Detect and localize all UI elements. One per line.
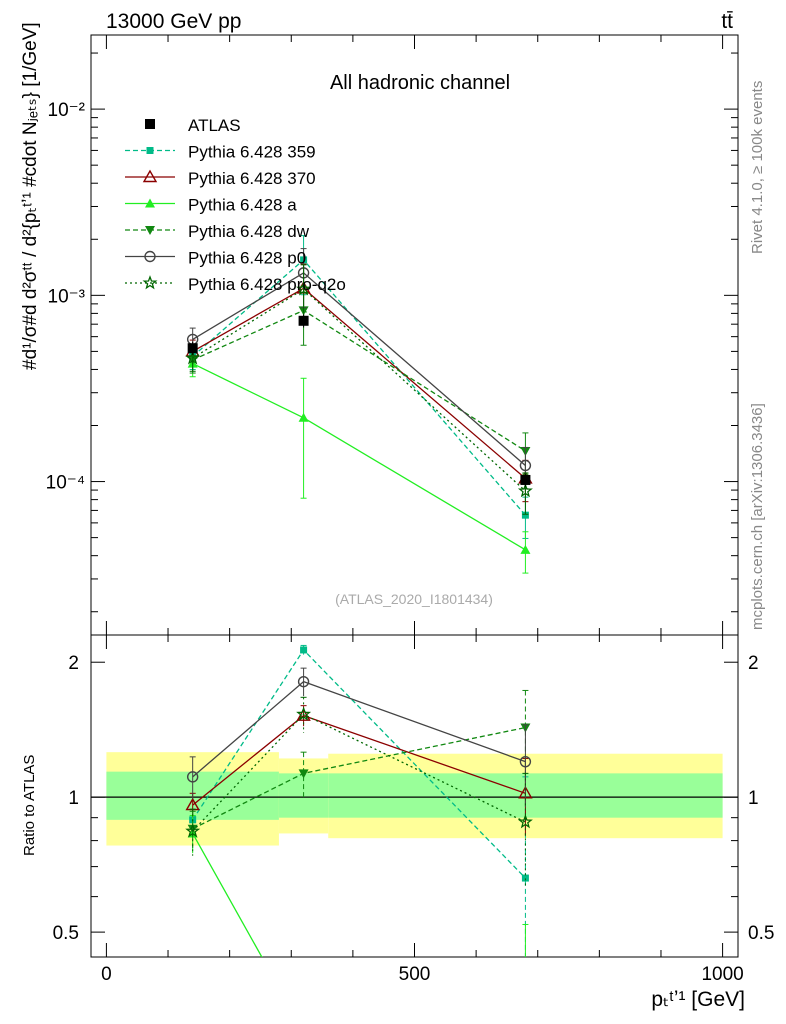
y-axis-label: #d¹/σ#d d²σᵗᵗ / d²{pₜᵗʼ¹ #cdot Nⱼₑₜₛ} [1… [20,22,41,370]
ratio-point-pp0 [519,755,532,768]
legend-entry-p370: Pythia 6.428 370 [125,169,316,188]
ratio-axis-label: Ratio to ATLAS [21,755,38,856]
series-point-pp0 [519,459,532,472]
legend-entry-atlas: ATLAS [145,116,241,135]
legend-marker-pq2o [142,275,158,290]
legend-label-pdw: Pythia 6.428 dw [188,222,310,241]
legend-label-p359: Pythia 6.428 359 [188,143,316,162]
energy-label: 13000 GeV pp [106,10,241,33]
y-tick-label: 10⁻² [48,100,86,121]
series-point-pq2o [185,350,201,365]
atlas-data-point [520,474,531,485]
series-pdw [187,285,531,475]
ratio-tick-label-right: 0.5 [748,923,774,944]
ratio-point-pp0 [186,771,199,783]
ratio-point-p359 [521,874,529,882]
series-line-pa [192,363,526,551]
analysis-watermark: (ATLAS_2020_I1801434) [335,591,493,607]
ratio-axis-ticks: 0.5 0.5 1 1 2 2 [53,653,775,944]
legend-label-p370: Pythia 6.428 370 [188,169,316,188]
ratio-series-pa [187,815,530,1000]
process-label: tt̄ [721,10,733,33]
ratio-tick-label-right: 2 [748,653,759,674]
legend-entry-pp0: Pythia 6.428 p0 [125,249,306,268]
ratio-tick-label-right: 1 [748,788,759,809]
ratio-point-pp0 [297,675,310,688]
rivet-label: Rivet 4.1.0, ≥ 100k events [749,81,766,254]
series-point-pa [520,544,531,554]
series-line-pp0 [192,272,526,466]
legend-marker-atlas [145,119,155,129]
x-tick-label: 1000 [701,964,743,985]
ratio-point-pq2o [185,823,201,838]
atlas-data-point [298,315,309,326]
legend-marker-p359 [146,147,154,154]
ratio-tick-label-left: 2 [68,653,79,674]
ratio-point-pq2o [517,814,533,829]
ratio-series-pq2o [185,696,533,888]
x-axis-label: pₜᵗʼ¹ [GeV] [651,988,745,1011]
legend-marker-pdw [145,226,155,235]
ratio-line-pq2o [192,713,526,832]
legend-marker-pp0 [144,250,156,263]
ratio-tick-label-left: 1 [68,788,79,809]
series-atlas [187,314,531,487]
y-tick-label: 10⁻⁴ [46,473,85,494]
series-point-p359 [521,511,529,519]
x-tick-label: 500 [399,964,431,985]
ratio-point-pa [520,991,530,1000]
main-series-group [185,235,533,574]
ratio-point-pdw [298,769,309,779]
y-tick-label: 10⁻³ [48,286,86,307]
series-point-pa [298,412,309,422]
x-tick-label: 0 [101,964,112,985]
legend-label-pp0: Pythia 6.428 p0 [188,249,306,268]
series-pa [187,351,531,574]
ratio-line-pa [192,833,263,957]
atlas-data-point [187,343,198,354]
legend-label-pq2o: Pythia 6.428 pro-q2o [188,275,346,294]
series-p370 [185,263,533,503]
chart-title: All hadronic channel [330,72,510,94]
series-pq2o [185,264,533,515]
series-line-pq2o [192,288,526,492]
ratio-point-p359 [300,646,308,654]
legend-label-pa: Pythia 6.428 a [188,196,297,215]
legend-marker-pa [145,198,155,208]
legend-entry-p359: Pythia 6.428 359 [125,143,316,162]
legend-entry-pdw: Pythia 6.428 dw [125,222,310,241]
legend-label-atlas: ATLAS [188,116,241,135]
ratio-tick-label-left: 0.5 [53,923,79,944]
series-point-pq2o [517,483,533,498]
legend-entry-pq2o: Pythia 6.428 pro-q2o [125,275,346,294]
series-point-pq2o [296,281,312,296]
series-line-pdw [192,309,526,452]
source-label: mcplots.cern.ch [arXiv:1306.3436] [749,403,766,630]
main-axis-ticks: 10⁻⁴ 10⁻³ 10⁻² 0 500 1000 [46,35,744,985]
legend-entry-pa: Pythia 6.428 a [125,196,297,215]
ratio-point-pq2o [296,706,312,721]
ratio-series-group [185,644,533,1000]
legend-marker-p370 [142,169,158,183]
ratio-uncertainty-bands [91,752,738,846]
legend: ATLAS Pythia 6.428 359 Pythia 6.428 370 Pyt… [125,116,346,294]
series-line-p370 [192,287,526,479]
